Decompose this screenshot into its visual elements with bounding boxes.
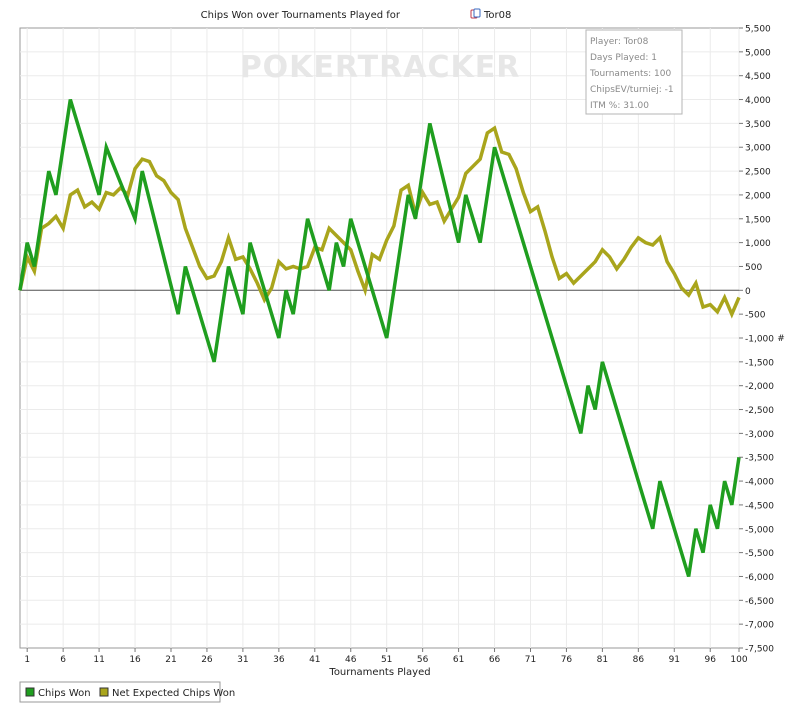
y-tick-label: -2,500 [745,406,774,416]
x-tick-label: 81 [597,655,608,665]
legend-swatch [25,687,35,697]
series-lines [18,99,741,577]
y-axis-unit-symbol: # [777,334,785,344]
y-tick-label: 3,500 [745,120,771,130]
y-tick-label: -3,000 [745,430,774,440]
y-tick-label: -4,500 [745,501,774,511]
y-tick-label: -5,000 [745,525,774,535]
y-tick-label: -3,500 [745,454,774,464]
series-line-chips-won [18,99,741,577]
x-axis-ticks: 1 6 11 16 21 26 31 36 41 46 51 56 61 66 71 76 81 86 91 96 10… [24,648,748,665]
info-itm: ITM %: 31.00 [590,101,649,111]
x-tick-label: 96 [705,655,717,665]
y-tick-label: -1,500 [745,358,774,368]
x-tick-label: 61 [453,655,464,665]
y-axis-ticks: 5,500 5,000 4,500 4,000 3,500 3,000 2,500 2,000… [739,25,774,655]
chart-title-text: Chips Won over Tournaments Played for [201,10,401,21]
y-tick-label: -6,000 [745,573,774,583]
y-tick-label: -500 [745,311,766,321]
info-chipsev: ChipsEV/turniej: -1 [590,85,674,95]
x-tick-label: 100 [730,655,747,665]
chart-title-player: Tor08 [483,10,511,21]
y-tick-label: -7,000 [745,621,774,631]
x-tick-label: 26 [201,655,213,665]
y-tick-label: -2,000 [745,382,774,392]
y-tick-label: 2,000 [745,191,771,201]
legend: Chips Won Net Expected Chips Won [19,681,235,703]
y-tick-label: -4,000 [745,478,774,488]
y-tick-label: 3,000 [745,144,771,154]
x-tick-label: 6 [60,655,66,665]
y-tick-label: -5,500 [745,549,774,559]
x-tick-label: 91 [669,655,680,665]
x-tick-label: 51 [381,655,392,665]
y-tick-label: 2,500 [745,168,771,178]
x-tick-label: 71 [525,655,536,665]
x-tick-label: 66 [489,655,501,665]
legend-label: Chips Won [38,688,91,699]
x-tick-label: 1 [24,655,30,665]
x-tick-label: 86 [633,655,645,665]
y-tick-label: 0 [745,287,751,297]
x-tick-label: 46 [345,655,357,665]
y-tick-label: 500 [745,263,762,273]
y-tick-label: -7,500 [745,645,774,655]
y-tick-label: 4,000 [745,96,771,106]
series-line-net-expected-chips-won [18,125,741,319]
x-tick-label: 76 [561,655,573,665]
x-tick-label: 41 [309,655,320,665]
legend-swatch [99,687,109,697]
y-tick-label: 1,000 [745,239,771,249]
y-tick-label: 5,000 [745,48,771,58]
legend-label: Net Expected Chips Won [112,688,235,699]
watermark-logo: POKERTRACKER [240,50,521,85]
player-icon [470,8,481,19]
x-tick-label: 31 [237,655,248,665]
info-player: Player: Tor08 [590,37,649,47]
y-tick-label: 5,500 [745,25,771,35]
info-tournaments: Tournaments: 100 [589,69,672,79]
x-tick-label: 36 [273,655,285,665]
y-tick-label: -6,500 [745,597,774,607]
x-tick-label: 16 [129,655,141,665]
info-days-played: Days Played: 1 [590,53,657,63]
y-tick-label: 1,500 [745,215,771,225]
x-tick-label: 56 [417,655,429,665]
chart-title: Chips Won over Tournaments Played for [201,10,401,21]
x-tick-label: 21 [165,655,176,665]
info-box: Player: Tor08 Days Played: 1 Tournaments… [585,29,683,115]
y-tick-label: 4,500 [745,72,771,82]
x-tick-label: 11 [93,655,104,665]
y-tick-label: -1,000 [745,335,774,345]
x-axis-title: Tournaments Played [328,667,430,678]
